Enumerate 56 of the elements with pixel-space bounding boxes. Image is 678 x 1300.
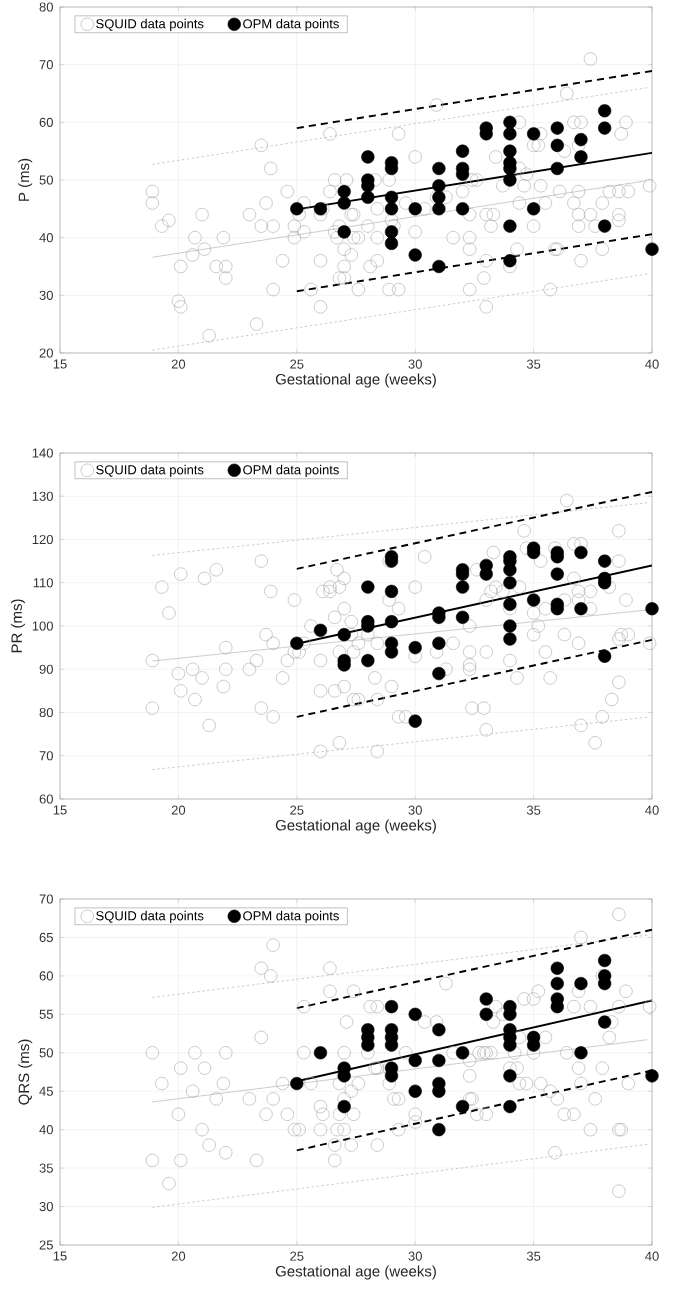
x-tick-label: 15 [53, 359, 67, 369]
y-tick-label: 65 [39, 932, 53, 943]
y-tick-label: 140 [32, 448, 53, 458]
y-tick-label: 30 [39, 290, 53, 300]
y-tick-label: 80 [39, 707, 53, 718]
x-tick-label: 25 [290, 359, 304, 369]
y-axis-title: PR (ms) [10, 599, 25, 653]
y-tick-label: 70 [39, 894, 53, 904]
y-tick-label: 25 [39, 1240, 53, 1250]
y-tick-label: 70 [39, 751, 53, 761]
x-tick-label: 40 [645, 805, 659, 815]
legend-label: SQUID data points [96, 464, 204, 477]
y-tick-label: 40 [39, 1125, 53, 1135]
x-axis-title: Gestational age (weeks) [275, 1265, 436, 1280]
y-tick-label: 60 [39, 971, 53, 981]
legend-label: OPM data points [243, 910, 339, 923]
x-tick-label: 35 [526, 1251, 541, 1261]
x-tick-label: 30 [408, 805, 422, 815]
y-tick-label: 80 [39, 2, 53, 12]
y-tick-label: 45 [39, 1086, 53, 1096]
y-tick-label: 60 [39, 117, 53, 127]
x-tick-label: 15 [53, 805, 67, 815]
x-tick-label: 40 [645, 359, 659, 369]
x-tick-label: 35 [526, 805, 541, 815]
x-tick-label: 30 [408, 1251, 422, 1261]
y-tick-label: 40 [39, 233, 53, 243]
x-tick-label: 15 [53, 1251, 67, 1261]
x-axis-title: Gestational age (weeks) [275, 373, 436, 388]
y-tick-label: 20 [39, 348, 53, 358]
y-axis-title: P (ms) [18, 158, 33, 201]
legend-label: SQUID data points [96, 910, 204, 923]
y-tick-label: 70 [39, 60, 53, 70]
y-tick-label: 120 [32, 534, 53, 545]
x-tick-label: 30 [408, 359, 422, 369]
legend-label: OPM data points [243, 18, 339, 31]
x-tick-label: 25 [290, 805, 304, 815]
x-tick-label: 20 [171, 359, 186, 369]
x-tick-label: 25 [290, 1251, 304, 1261]
legend-label: OPM data points [243, 464, 339, 477]
x-tick-label: 40 [645, 1251, 659, 1261]
y-tick-label: 35 [39, 1163, 53, 1173]
y-tick-label: 90 [39, 664, 53, 674]
y-tick-label: 55 [39, 1009, 53, 1019]
x-axis-title: Gestational age (weeks) [275, 819, 436, 834]
y-axis-title: QRS (ms) [18, 1039, 33, 1105]
y-tick-label: 130 [32, 491, 53, 501]
x-tick-label: 35 [526, 359, 541, 369]
x-tick-label: 20 [171, 805, 186, 815]
y-tick-label: 30 [39, 1201, 53, 1212]
x-tick-label: 20 [171, 1251, 186, 1261]
y-tick-label: 60 [39, 794, 53, 804]
y-tick-label: 50 [39, 175, 53, 185]
y-tick-label: 110 [33, 578, 53, 588]
y-tick-label: 100 [32, 621, 53, 631]
y-tick-label: 50 [39, 1048, 53, 1058]
legend-label: SQUID data points [96, 18, 204, 31]
